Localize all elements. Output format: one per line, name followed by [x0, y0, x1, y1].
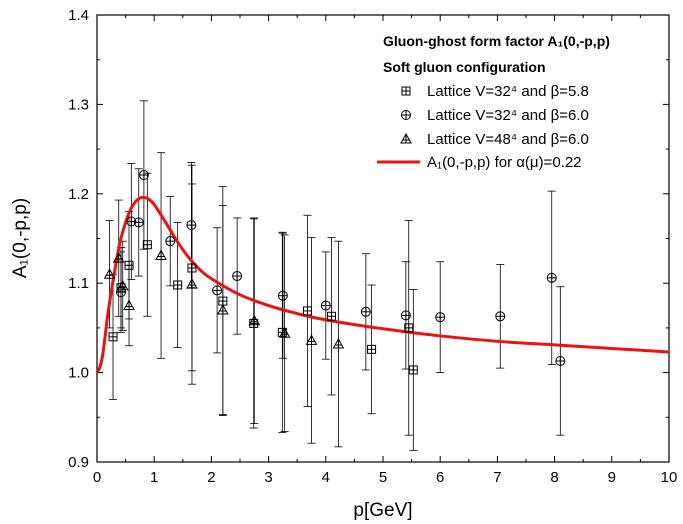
data-point-square-plus	[124, 260, 134, 270]
data-point-square-plus	[249, 318, 259, 328]
data-point-triangle-plus	[123, 299, 135, 311]
data-point-circle-plus	[186, 220, 197, 231]
data-point-square-plus	[327, 311, 337, 321]
y-tick-label: 1.3	[68, 96, 89, 113]
data-point-circle-plus	[232, 271, 243, 282]
data-point-triangle-plus	[155, 249, 167, 260]
y-tick-label: 0.9	[68, 454, 89, 471]
data-point-square-plus	[173, 280, 183, 290]
data-point-square-plus	[302, 306, 312, 316]
data-markers	[103, 170, 566, 375]
data-point-triangle-plus	[305, 334, 318, 345]
data-point-circle-plus	[555, 355, 566, 366]
data-point-square-plus	[218, 296, 228, 306]
data-point-square-plus	[187, 263, 197, 273]
data-point-circle-plus	[116, 287, 127, 298]
legend-marker-square-plus	[401, 86, 411, 96]
data-point-triangle-plus	[248, 314, 261, 326]
legend-symbol	[401, 86, 411, 96]
x-tick-label: 10	[661, 469, 678, 486]
legend-entry-3: Lattice V=48⁴ and β=6.0	[427, 131, 589, 148]
legend-entry-2: Lattice V=32⁴ and β=6.0	[427, 107, 589, 124]
data-point-triangle-plus	[332, 337, 345, 349]
x-tick-label: 3	[264, 469, 272, 486]
legend-entry-4: A₁(0,-p,p) for α(μ)=0.22	[427, 154, 582, 171]
data-point-circle-plus	[133, 217, 144, 228]
data-point-square-plus	[404, 323, 414, 333]
legend: Gluon-ghost form factor A₁(0,-p,p) Soft …	[377, 33, 610, 171]
y-axis-title: A₁(0,-p,p)	[10, 198, 31, 278]
data-point-circle-plus	[277, 290, 288, 301]
data-point-circle-plus	[360, 306, 371, 317]
data-point-circle-plus	[212, 285, 223, 296]
data-point-square-plus	[142, 240, 152, 250]
x-tick-label: 8	[550, 469, 558, 486]
legend-symbol	[400, 132, 412, 144]
legend-symbol	[401, 110, 411, 120]
data-point-triangle-plus	[278, 327, 291, 338]
data-point-triangle-plus	[116, 279, 129, 291]
y-axis: 0.9 1.0 1.1 1.2 1.3 1.4	[68, 7, 669, 471]
x-axis-title: p[GeV]	[353, 500, 412, 521]
x-tick-label: 9	[608, 469, 616, 486]
x-tick-label: 2	[207, 469, 215, 486]
y-tick-label: 1.2	[68, 186, 89, 203]
data-point-circle-plus	[165, 236, 176, 247]
data-point-triangle-plus	[216, 303, 229, 315]
data-point-square-plus	[367, 344, 377, 354]
x-tick-label: 7	[493, 469, 501, 486]
data-point-circle-plus	[320, 300, 331, 311]
y-tick-label: 1.4	[68, 7, 89, 24]
data-point-triangle-plus	[186, 278, 198, 289]
x-tick-label: 6	[436, 469, 444, 486]
legend-title-line1: Gluon-ghost form factor A₁(0,-p,p)	[383, 33, 610, 49]
x-tick-label: 0	[93, 469, 101, 486]
legend-marker-triangle-plus	[400, 132, 412, 144]
legend-entry-1: Lattice V=32⁴ and β=5.8	[427, 83, 589, 100]
data-point-circle-plus	[400, 310, 411, 321]
data-point-square-plus	[408, 365, 418, 375]
legend-marker-circle-plus	[401, 110, 411, 120]
data-point-triangle-plus	[103, 268, 116, 279]
x-tick-label: 1	[150, 469, 158, 486]
y-tick-label: 1.0	[68, 365, 89, 382]
x-tick-label: 4	[322, 469, 330, 486]
data-point-circle-plus	[435, 312, 446, 323]
data-point-circle-plus	[138, 170, 149, 181]
data-point-square-plus	[108, 332, 118, 342]
data-point-circle-plus	[495, 311, 506, 322]
legend-title-line2: Soft gluon configuration	[383, 59, 546, 75]
data-point-triangle-plus	[112, 252, 125, 263]
x-axis: 0 1 2 3 4 5 6 7 8 9 10	[93, 15, 678, 486]
fit-curve-line	[95, 195, 670, 374]
x-tick-label: 5	[379, 469, 387, 486]
y-tick-label: 1.1	[68, 275, 89, 292]
data-point-circle-plus	[546, 272, 557, 283]
